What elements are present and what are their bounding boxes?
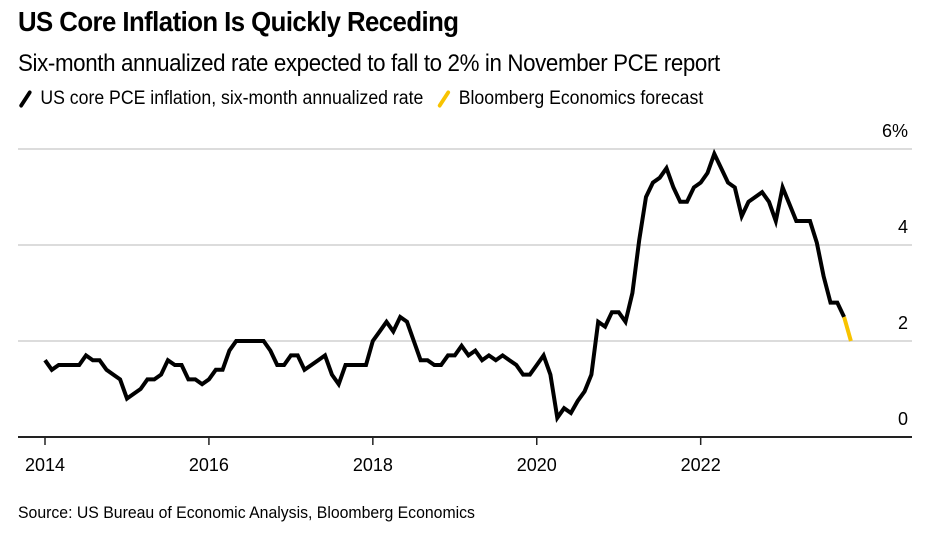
x-tick-label: 2020	[517, 455, 557, 475]
source-note: Source: US Bureau of Economic Analysis, …	[18, 503, 475, 522]
legend-item-forecast: Bloomberg Economics forecast	[436, 88, 704, 110]
series-lines	[43, 148, 853, 423]
legend-label-forecast: Bloomberg Economics forecast	[458, 88, 704, 109]
y-tick-label: 0	[898, 409, 908, 429]
legend-label-actual: US core PCE inflation, six-month annuali…	[40, 88, 424, 109]
gridlines	[18, 148, 912, 342]
x-axis-ticks: 2014 2016 2018 2020 2022	[25, 437, 721, 475]
chart-subtitle: Six-month annualized rate expected to fa…	[18, 50, 720, 77]
y-tick-label: 4	[898, 217, 908, 237]
chart-title: US Core Inflation Is Quickly Receding	[18, 6, 459, 37]
series-line-actual	[43, 148, 846, 423]
y-tick-label: 6%	[882, 121, 908, 141]
y-tick-label: 2	[898, 313, 908, 333]
series-line-forecast	[842, 316, 853, 342]
legend-item-actual: US core PCE inflation, six-month annuali…	[18, 88, 423, 110]
y-axis-ticks: 0 2 4 6%	[882, 121, 908, 429]
x-tick-label: 2014	[25, 455, 65, 475]
x-tick-label: 2016	[189, 455, 229, 475]
x-tick-label: 2018	[353, 455, 393, 475]
x-tick-label: 2022	[681, 455, 721, 475]
legend: US core PCE inflation, six-month annuali…	[18, 88, 716, 110]
